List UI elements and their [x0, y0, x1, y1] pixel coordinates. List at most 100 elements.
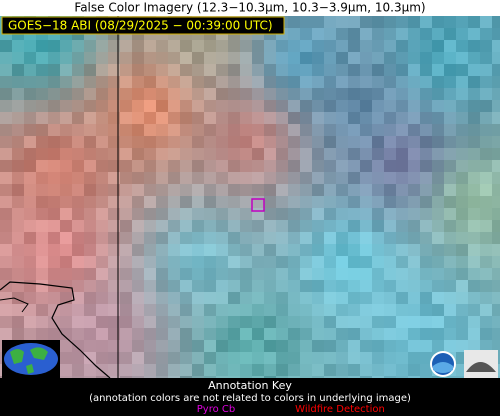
pixel-block — [264, 208, 276, 220]
pixel-block — [108, 52, 120, 64]
pixel-block — [240, 160, 252, 172]
pixel-block — [36, 52, 48, 64]
pixel-block — [300, 256, 312, 268]
pixel-block — [468, 268, 480, 280]
pixel-block — [276, 316, 288, 328]
pixel-block — [144, 376, 156, 378]
pixel-block — [456, 16, 468, 28]
pixel-block — [408, 232, 420, 244]
pixel-block — [276, 304, 288, 316]
pixel-block — [348, 328, 360, 340]
pixel-block — [60, 364, 72, 376]
pixel-block — [180, 304, 192, 316]
pixel-block — [228, 256, 240, 268]
pixel-block — [192, 364, 204, 376]
pixel-block — [240, 292, 252, 304]
image-label: GOES−18 ABI (08/29/2025 − 00:39:00 UTC) — [8, 19, 273, 33]
pixel-block — [96, 136, 108, 148]
pixel-block — [264, 52, 276, 64]
pixel-block — [336, 160, 348, 172]
pixel-block — [492, 40, 500, 52]
pixel-block — [24, 292, 36, 304]
pixel-block — [288, 100, 300, 112]
pixel-block — [180, 376, 192, 378]
pixel-block — [336, 352, 348, 364]
pixel-block — [240, 52, 252, 64]
pixel-block — [168, 304, 180, 316]
pixel-block — [252, 100, 264, 112]
pixel-block — [60, 340, 72, 352]
pixel-block — [324, 340, 336, 352]
pixel-block — [192, 244, 204, 256]
pixel-block — [144, 304, 156, 316]
pixel-block — [180, 364, 192, 376]
pixel-block — [348, 160, 360, 172]
pixel-block — [180, 88, 192, 100]
pixel-block — [480, 64, 492, 76]
pixel-block — [336, 76, 348, 88]
pixel-block — [192, 328, 204, 340]
pixel-block — [192, 340, 204, 352]
pixel-block — [480, 196, 492, 208]
pixel-block — [276, 280, 288, 292]
pixel-block — [384, 28, 396, 40]
pixel-block — [276, 352, 288, 364]
pixel-block — [120, 124, 132, 136]
pixel-block — [252, 340, 264, 352]
pixel-block — [0, 304, 12, 316]
pixel-block — [264, 136, 276, 148]
pixel-block — [0, 52, 12, 64]
pixel-block — [144, 340, 156, 352]
pixel-block — [420, 160, 432, 172]
pixel-block — [360, 304, 372, 316]
pixel-block — [60, 40, 72, 52]
pixel-block — [240, 280, 252, 292]
pixel-block — [336, 88, 348, 100]
pixel-block — [192, 64, 204, 76]
pixel-block — [96, 256, 108, 268]
pixel-block — [108, 184, 120, 196]
pixel-block — [192, 256, 204, 268]
pixel-block — [120, 316, 132, 328]
pixel-block — [108, 292, 120, 304]
pixel-block — [276, 376, 288, 378]
title: False Color Imagery (12.3−10.3µm, 10.3−3… — [74, 1, 425, 15]
pixel-block — [444, 64, 456, 76]
pixel-block — [0, 124, 12, 136]
pixel-block — [48, 196, 60, 208]
pixel-block — [0, 76, 12, 88]
pixel-block — [348, 208, 360, 220]
pixel-block — [384, 268, 396, 280]
pixel-block — [300, 112, 312, 124]
pixel-block — [144, 40, 156, 52]
pixel-block — [108, 376, 120, 378]
pixel-block — [132, 340, 144, 352]
pixel-block — [372, 352, 384, 364]
pixel-block — [432, 244, 444, 256]
pixel-block — [252, 364, 264, 376]
pixel-block — [0, 136, 12, 148]
pixel-block — [168, 184, 180, 196]
pixel-block — [84, 280, 96, 292]
pixel-block — [408, 304, 420, 316]
pixel-block — [12, 100, 24, 112]
pixel-block — [288, 316, 300, 328]
pixel-block — [96, 172, 108, 184]
pixel-block — [324, 328, 336, 340]
pixel-block — [300, 292, 312, 304]
pixel-block — [468, 244, 480, 256]
pixel-block — [156, 112, 168, 124]
pixel-block — [192, 52, 204, 64]
pixel-block — [348, 256, 360, 268]
pixel-block — [288, 220, 300, 232]
pixel-block — [336, 148, 348, 160]
pixel-block — [348, 124, 360, 136]
pixel-block — [384, 148, 396, 160]
pixel-block — [216, 100, 228, 112]
pixel-block — [72, 352, 84, 364]
pixel-block — [348, 316, 360, 328]
pixel-block — [180, 52, 192, 64]
pixel-block — [24, 136, 36, 148]
pixel-block — [24, 208, 36, 220]
pixel-block — [276, 244, 288, 256]
